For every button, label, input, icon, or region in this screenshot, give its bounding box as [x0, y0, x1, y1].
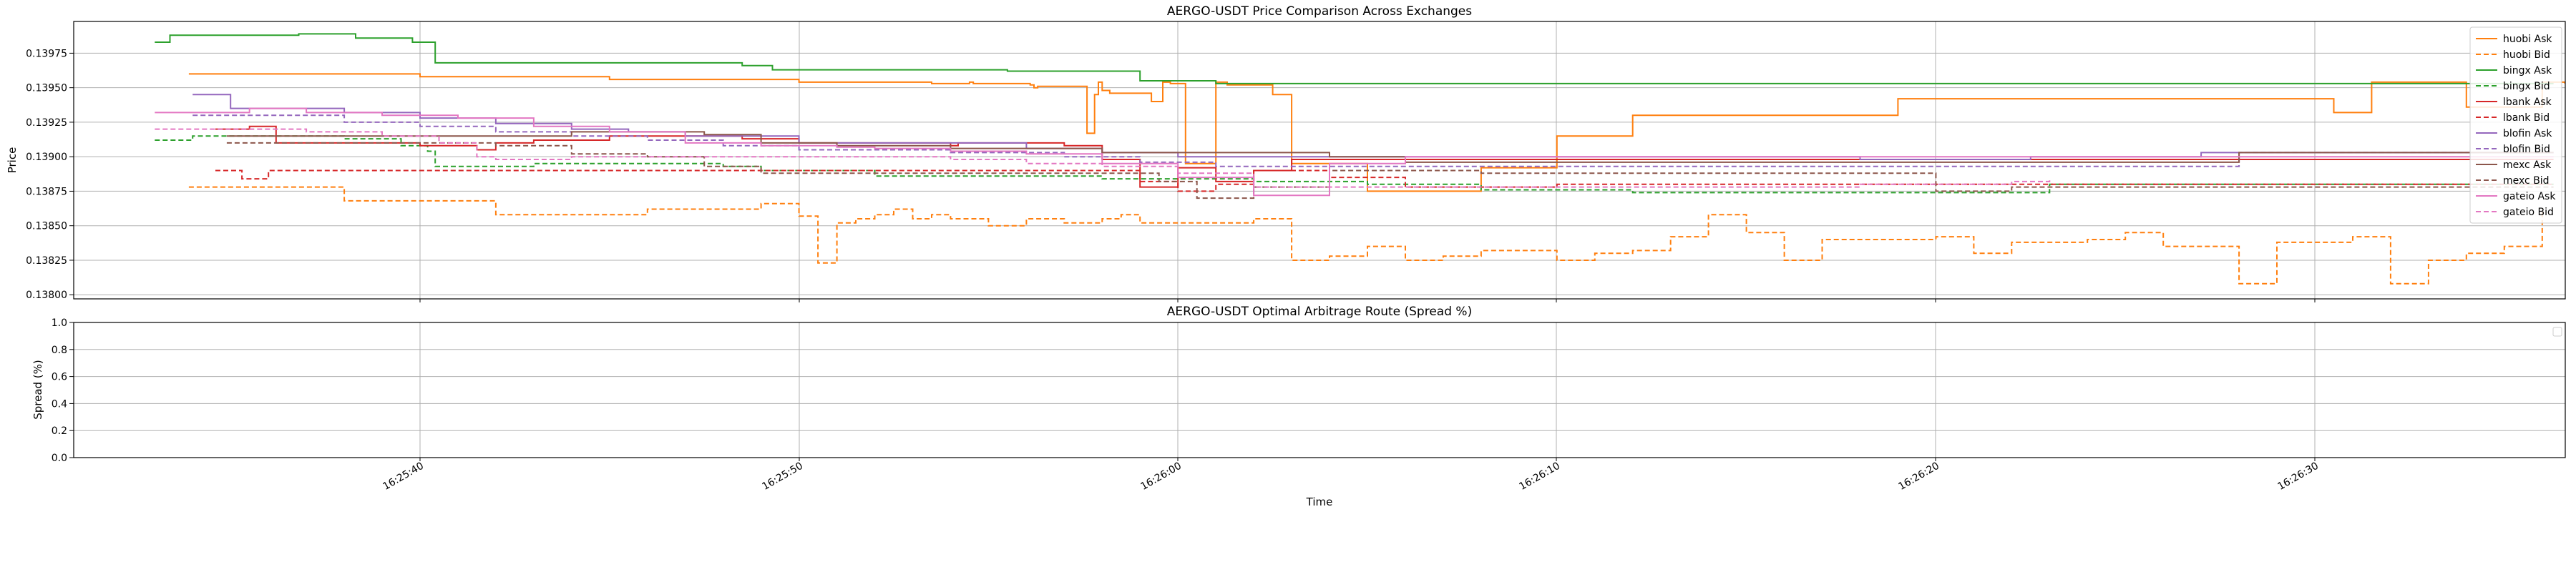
spread-chart: 0.0 0.2 0.4 0.6 0.8 1.0 16:25:40 16:25:50 16:26…: [31, 305, 2566, 508]
x-axis-label: Time: [1306, 495, 1333, 508]
price-y-tick-label: 0.13900: [26, 152, 67, 163]
price-legend: huobi Ask huobi Bid bingx Ask bingx Bid lban…: [2469, 26, 2562, 224]
legend-label: blofin Ask: [2503, 128, 2552, 139]
spread-y-tick-label: 0.4: [52, 398, 67, 410]
legend-label: lbank Ask: [2503, 97, 2552, 108]
spread-y-axis-label: Spread (%): [31, 360, 44, 420]
legend-label: lbank Bid: [2503, 112, 2550, 124]
legend-label: bingx Ask: [2503, 65, 2552, 77]
price-y-tick-label: 0.13850: [26, 221, 67, 232]
x-tick-label: 16:26:30: [2276, 460, 2321, 493]
legend-label: gateio Ask: [2503, 191, 2556, 202]
legend-label: huobi Ask: [2503, 34, 2552, 45]
price-series-group: [155, 33, 2566, 285]
price-chart-title: AERGO-USDT Price Comparison Across Excha…: [1167, 4, 1472, 19]
x-tick-label: 16:26:10: [1518, 460, 1562, 493]
series-line-huobi-bid: [188, 186, 2543, 285]
series-line-bingx-bid: [155, 135, 2554, 194]
spread-chart-title: AERGO-USDT Optimal Arbitrage Route (Spre…: [1167, 305, 1472, 319]
price-y-tick-label: 0.13825: [26, 255, 67, 267]
price-y-tick-label: 0.13950: [26, 83, 67, 94]
price-chart: 0.13800 0.13825 0.13850 0.13875 0.13900 0.139…: [6, 4, 2566, 302]
spread-x-ticks: 16:25:40 16:25:50 16:26:00 16:26:10 16:26:20…: [381, 458, 2321, 493]
spread-plot-area: [74, 322, 2565, 458]
series-line-blofin-bid: [192, 114, 2554, 167]
spread-y-tick-label: 0.2: [52, 425, 67, 437]
spread-y-tick-label: 0.8: [52, 345, 67, 356]
price-y-tick-label: 0.13875: [26, 186, 67, 197]
price-y-tick-label: 0.13800: [26, 290, 67, 301]
x-tick-label: 16:26:20: [1897, 460, 1941, 493]
price-plot-frame: [73, 21, 2566, 300]
spread-y-ticks: 0.0 0.2 0.4 0.6 0.8 1.0: [52, 317, 74, 464]
price-y-tick-label: 0.13975: [26, 48, 67, 59]
series-line-mexc-bid: [226, 142, 2554, 199]
x-tick-label: 16:26:00: [1139, 460, 1184, 493]
spread-y-tick-label: 0.0: [52, 453, 67, 464]
legend-label: gateio Bid: [2503, 207, 2554, 218]
legend-label: mexc Bid: [2503, 175, 2550, 187]
x-tick-label: 16:25:40: [381, 460, 426, 493]
series-line-bingx-ask: [155, 33, 2554, 84]
x-tick-label: 16:25:50: [761, 460, 805, 493]
empty-legend-box: [2552, 327, 2562, 337]
price-legend-box: [2469, 26, 2562, 224]
spread-plot-frame: [73, 322, 2566, 458]
legend-label: bingx Bid: [2503, 81, 2550, 92]
series-line-gateio-ask: [155, 107, 2554, 197]
series-line-mexc-ask: [226, 131, 2554, 163]
price-y-ticks: 0.13800 0.13825 0.13850 0.13875 0.13900 0.139…: [26, 48, 74, 301]
legend-label: mexc Ask: [2503, 159, 2552, 171]
legend-label: huobi Bid: [2503, 49, 2550, 61]
spread-y-tick-label: 1.0: [52, 317, 67, 329]
series-line-huobi-ask: [188, 73, 2566, 192]
legend-label: blofin Bid: [2503, 144, 2550, 155]
spread-y-tick-label: 0.6: [52, 372, 67, 383]
price-y-axis-label: Price: [6, 147, 19, 174]
price-y-tick-label: 0.13925: [26, 117, 67, 129]
series-line-gateio-bid: [155, 128, 2051, 188]
